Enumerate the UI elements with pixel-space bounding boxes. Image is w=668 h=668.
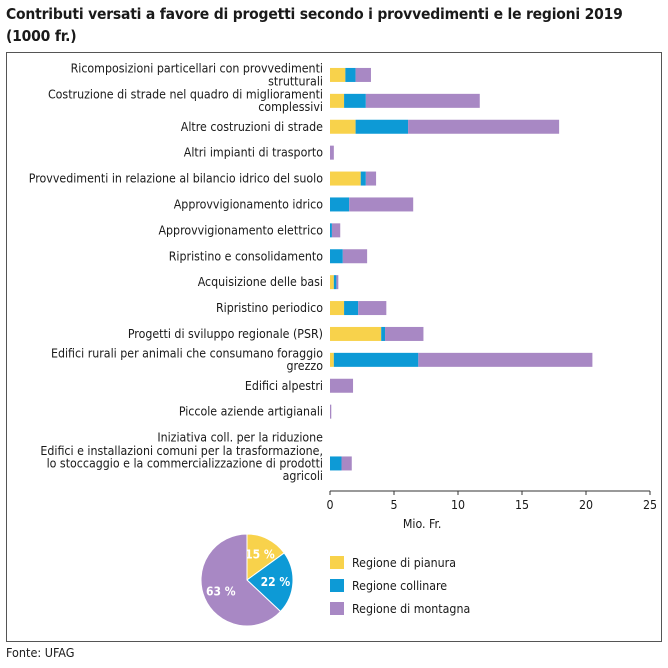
bar-segment xyxy=(342,249,368,264)
x-tick-label: 15 xyxy=(515,498,529,512)
bar-segment xyxy=(330,275,334,290)
category-label: Piccole aziende artigianali xyxy=(179,405,323,419)
bar-segment xyxy=(341,456,352,471)
source-note: Fonte: UFAG xyxy=(6,645,75,660)
category-label: Ripristino e consolidamento xyxy=(169,249,323,263)
bar-segment xyxy=(330,93,345,108)
bar-segment xyxy=(344,301,359,316)
category-label: Provvedimenti in relazione al bilancio i… xyxy=(29,172,323,186)
category-label: Iniziativa coll. per la riduzione xyxy=(157,431,323,445)
x-tick-label: 0 xyxy=(326,498,333,512)
chart-frame: Ricomposizioni particellari con provvedi… xyxy=(6,52,662,642)
bar-segment xyxy=(360,171,366,186)
bar-segment xyxy=(330,378,354,393)
x-tick-label: 5 xyxy=(390,498,397,512)
x-tick-label: 25 xyxy=(643,498,657,512)
bar-segment xyxy=(365,171,377,186)
bar-segment xyxy=(330,249,343,264)
bar-segment xyxy=(330,352,334,367)
chart-title: Contributi versati a favore di progetti … xyxy=(6,5,623,45)
category-label: complessivi xyxy=(258,100,323,114)
category-label: grezzo xyxy=(287,359,324,373)
bar-segment xyxy=(330,301,345,316)
category-label: Acquisizione delle basi xyxy=(198,275,323,289)
legend-label: Regione di montagna xyxy=(352,602,470,616)
category-label: strutturali xyxy=(268,74,323,88)
category-label: Altre costruzioni di strade xyxy=(181,120,323,134)
bar-segment xyxy=(330,223,332,238)
category-label: Edifici e installazioni comuni per la tr… xyxy=(40,444,323,458)
bar-segment xyxy=(330,404,332,419)
category-label: Ripristino periodico xyxy=(216,301,323,315)
pie-label: 63 % xyxy=(206,584,236,598)
bar-segment xyxy=(355,67,371,82)
bar-segment xyxy=(333,352,419,367)
pie-label: 22 % xyxy=(261,575,291,589)
category-label: Costruzione di strade nel quadro di migl… xyxy=(48,88,323,102)
x-axis-label: Mio. Fr. xyxy=(403,517,442,531)
bar-segment xyxy=(336,275,339,290)
bar-segment xyxy=(330,119,356,134)
x-tick-label: 20 xyxy=(579,498,593,512)
bar-segment xyxy=(418,352,593,367)
bar-segment xyxy=(408,119,560,134)
pie-slice xyxy=(200,533,282,627)
bar-segment xyxy=(330,326,382,341)
category-label: Progetti di sviluppo regionale (PSR) xyxy=(128,327,323,341)
bar-segment xyxy=(358,301,387,316)
category-label: Edifici alpestri xyxy=(245,379,323,393)
bar-segment xyxy=(330,197,350,212)
category-label: Approvvigionamento elettrico xyxy=(158,223,323,237)
bar-segment xyxy=(330,456,342,471)
category-label: lo stoccaggio e la commercializzazione d… xyxy=(47,456,323,470)
x-tick-label: 10 xyxy=(451,498,465,512)
pie-slice xyxy=(246,552,294,613)
bar-segment xyxy=(330,145,334,160)
bar-segment xyxy=(333,275,337,290)
bar-segment xyxy=(385,326,424,341)
legend-label: Regione di pianura xyxy=(352,556,456,570)
bar-segment xyxy=(355,119,409,134)
bar-segment xyxy=(330,67,346,82)
bar-segment xyxy=(365,93,480,108)
category-label: Edifici rurali per animali che consumano… xyxy=(51,347,323,361)
bar-segment xyxy=(330,171,361,186)
pie-label: 15 % xyxy=(245,548,275,562)
bar-segment xyxy=(344,93,366,108)
category-label: Altri impianti di trasporto xyxy=(184,146,323,160)
chart-svg: Ricomposizioni particellari con provvedi… xyxy=(29,62,657,627)
legend-swatch xyxy=(330,602,344,615)
legend-swatch xyxy=(330,579,344,592)
legend-label: Regione collinare xyxy=(352,579,447,593)
category-label: Ricomposizioni particellari con provvedi… xyxy=(71,62,323,76)
bar-segment xyxy=(381,326,386,341)
legend-swatch xyxy=(330,556,344,569)
bar-segment xyxy=(349,197,414,212)
category-label: Approvvigionamento idrico xyxy=(174,197,323,211)
bar-segment xyxy=(331,223,341,238)
bar-segment xyxy=(345,67,356,82)
category-label: agricoli xyxy=(283,469,323,483)
